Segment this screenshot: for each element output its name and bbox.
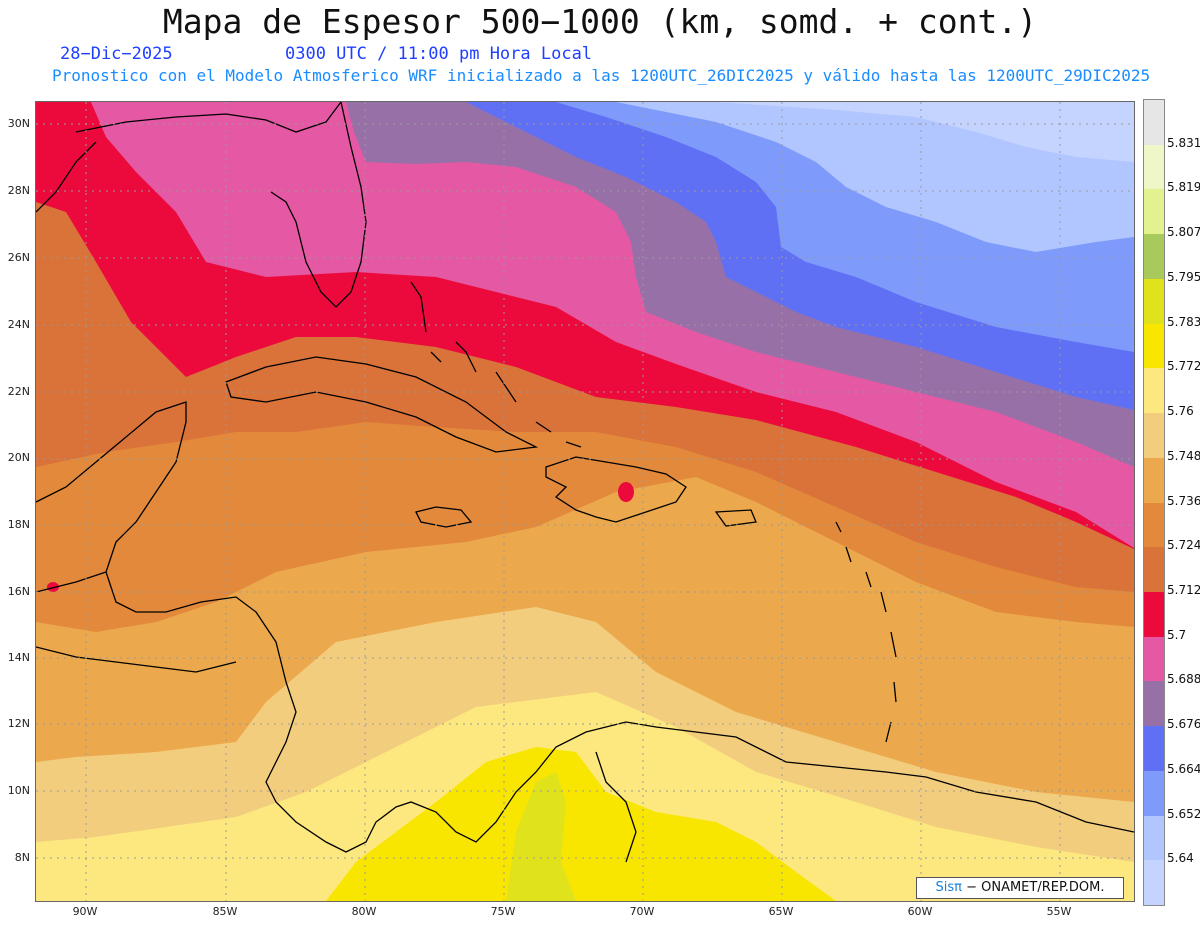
colorbar-level-label: 5.748 — [1167, 448, 1200, 463]
lat-label-14n: 14N — [7, 651, 30, 664]
colorbar-level-label: 5.712 — [1167, 582, 1200, 597]
lon-label-80w: 80W — [351, 905, 377, 918]
colorbar — [1143, 99, 1165, 906]
colorbar-segment — [1144, 502, 1164, 548]
lat-label-18n: 18N — [7, 518, 30, 531]
colorbar-segment — [1144, 234, 1164, 280]
colorbar-level-label: 5.676 — [1167, 717, 1200, 732]
lat-label-10n: 10N — [7, 784, 30, 797]
colorbar-segment — [1144, 726, 1164, 772]
colorbar-segment — [1144, 860, 1164, 906]
colorbar-segment — [1144, 770, 1164, 817]
band-5-772 — [326, 747, 836, 901]
colorbar-segment — [1144, 636, 1164, 682]
grid — [36, 102, 1134, 901]
lat-label-28n: 28N — [7, 184, 30, 197]
sispi-brand: Sisπ — [935, 880, 962, 895]
lon-label-65w: 65W — [768, 905, 794, 918]
lat-label-22n: 22N — [7, 385, 30, 398]
thickness-map — [35, 101, 1135, 902]
colorbar-level-label: 5.724 — [1167, 538, 1200, 553]
lon-label-85w: 85W — [212, 905, 238, 918]
colorbar-segment — [1144, 591, 1164, 638]
colorbar-segment — [1144, 278, 1164, 325]
credit-box: Sisπ − ONAMET/REP.DOM. — [916, 877, 1124, 899]
colorbar-level-label: 5.652 — [1167, 806, 1200, 821]
colorbar-segment — [1144, 323, 1164, 369]
credit-text: − ONAMET/REP.DOM. — [961, 880, 1105, 895]
colorbar-segment — [1144, 815, 1164, 861]
colorbar-level-label: 5.795 — [1167, 269, 1200, 284]
colorbar-level-label: 5.64 — [1167, 851, 1194, 866]
colorbar-segment — [1144, 681, 1164, 727]
colorbar-segment — [1144, 144, 1164, 190]
colorbar-segment — [1144, 547, 1164, 593]
colorbar-segment — [1144, 457, 1164, 503]
colorbar-segment — [1144, 189, 1164, 235]
lat-label-24n: 24N — [7, 318, 30, 331]
lat-label-16n: 16N — [7, 585, 30, 598]
lat-label-8n: 8N — [14, 851, 30, 864]
lat-label-26n: 26N — [7, 251, 30, 264]
colorbar-segment — [1144, 100, 1164, 146]
colorbar-segment — [1144, 368, 1164, 414]
colorbar-level-label: 5.819 — [1167, 180, 1200, 195]
colorbar-level-label: 5.664 — [1167, 761, 1200, 776]
forecast-date: 28−Dic−2025 — [60, 44, 173, 64]
lon-label-55w: 55W — [1046, 905, 1072, 918]
band-5-783 — [506, 772, 576, 901]
colorbar-level-label: 5.831 — [1167, 135, 1200, 150]
colorbar-level-label: 5.736 — [1167, 493, 1200, 508]
lon-label-75w: 75W — [490, 905, 516, 918]
colorbar-level-label: 5.76 — [1167, 404, 1194, 419]
colorbar-level-label: 5.688 — [1167, 672, 1200, 687]
band-lowest — [716, 102, 1134, 162]
coastlines — [36, 102, 1134, 863]
colorbar-segment — [1144, 413, 1164, 459]
forecast-time: 0300 UTC / 11:00 pm Hora Local — [285, 44, 593, 64]
colorbar-level-label: 5.7 — [1167, 627, 1187, 642]
band-5-7-blob — [618, 482, 634, 502]
colorbar-level-label: 5.772 — [1167, 359, 1200, 374]
lon-label-90w: 90W — [72, 905, 98, 918]
lat-label-30n: 30N — [7, 117, 30, 130]
colorbar-level-label: 5.807 — [1167, 225, 1200, 240]
lon-label-70w: 70W — [629, 905, 655, 918]
colorbar-level-label: 5.783 — [1167, 314, 1200, 329]
map-title: Mapa de Espesor 500−1000 (km, somd. + co… — [162, 2, 1038, 41]
lon-label-60w: 60W — [907, 905, 933, 918]
lat-label-20n: 20N — [7, 451, 30, 464]
model-info-line: Pronostico con el Modelo Atmosferico WRF… — [52, 66, 1151, 85]
band-5-7-blob-west — [47, 582, 59, 592]
lat-label-12n: 12N — [7, 717, 30, 730]
